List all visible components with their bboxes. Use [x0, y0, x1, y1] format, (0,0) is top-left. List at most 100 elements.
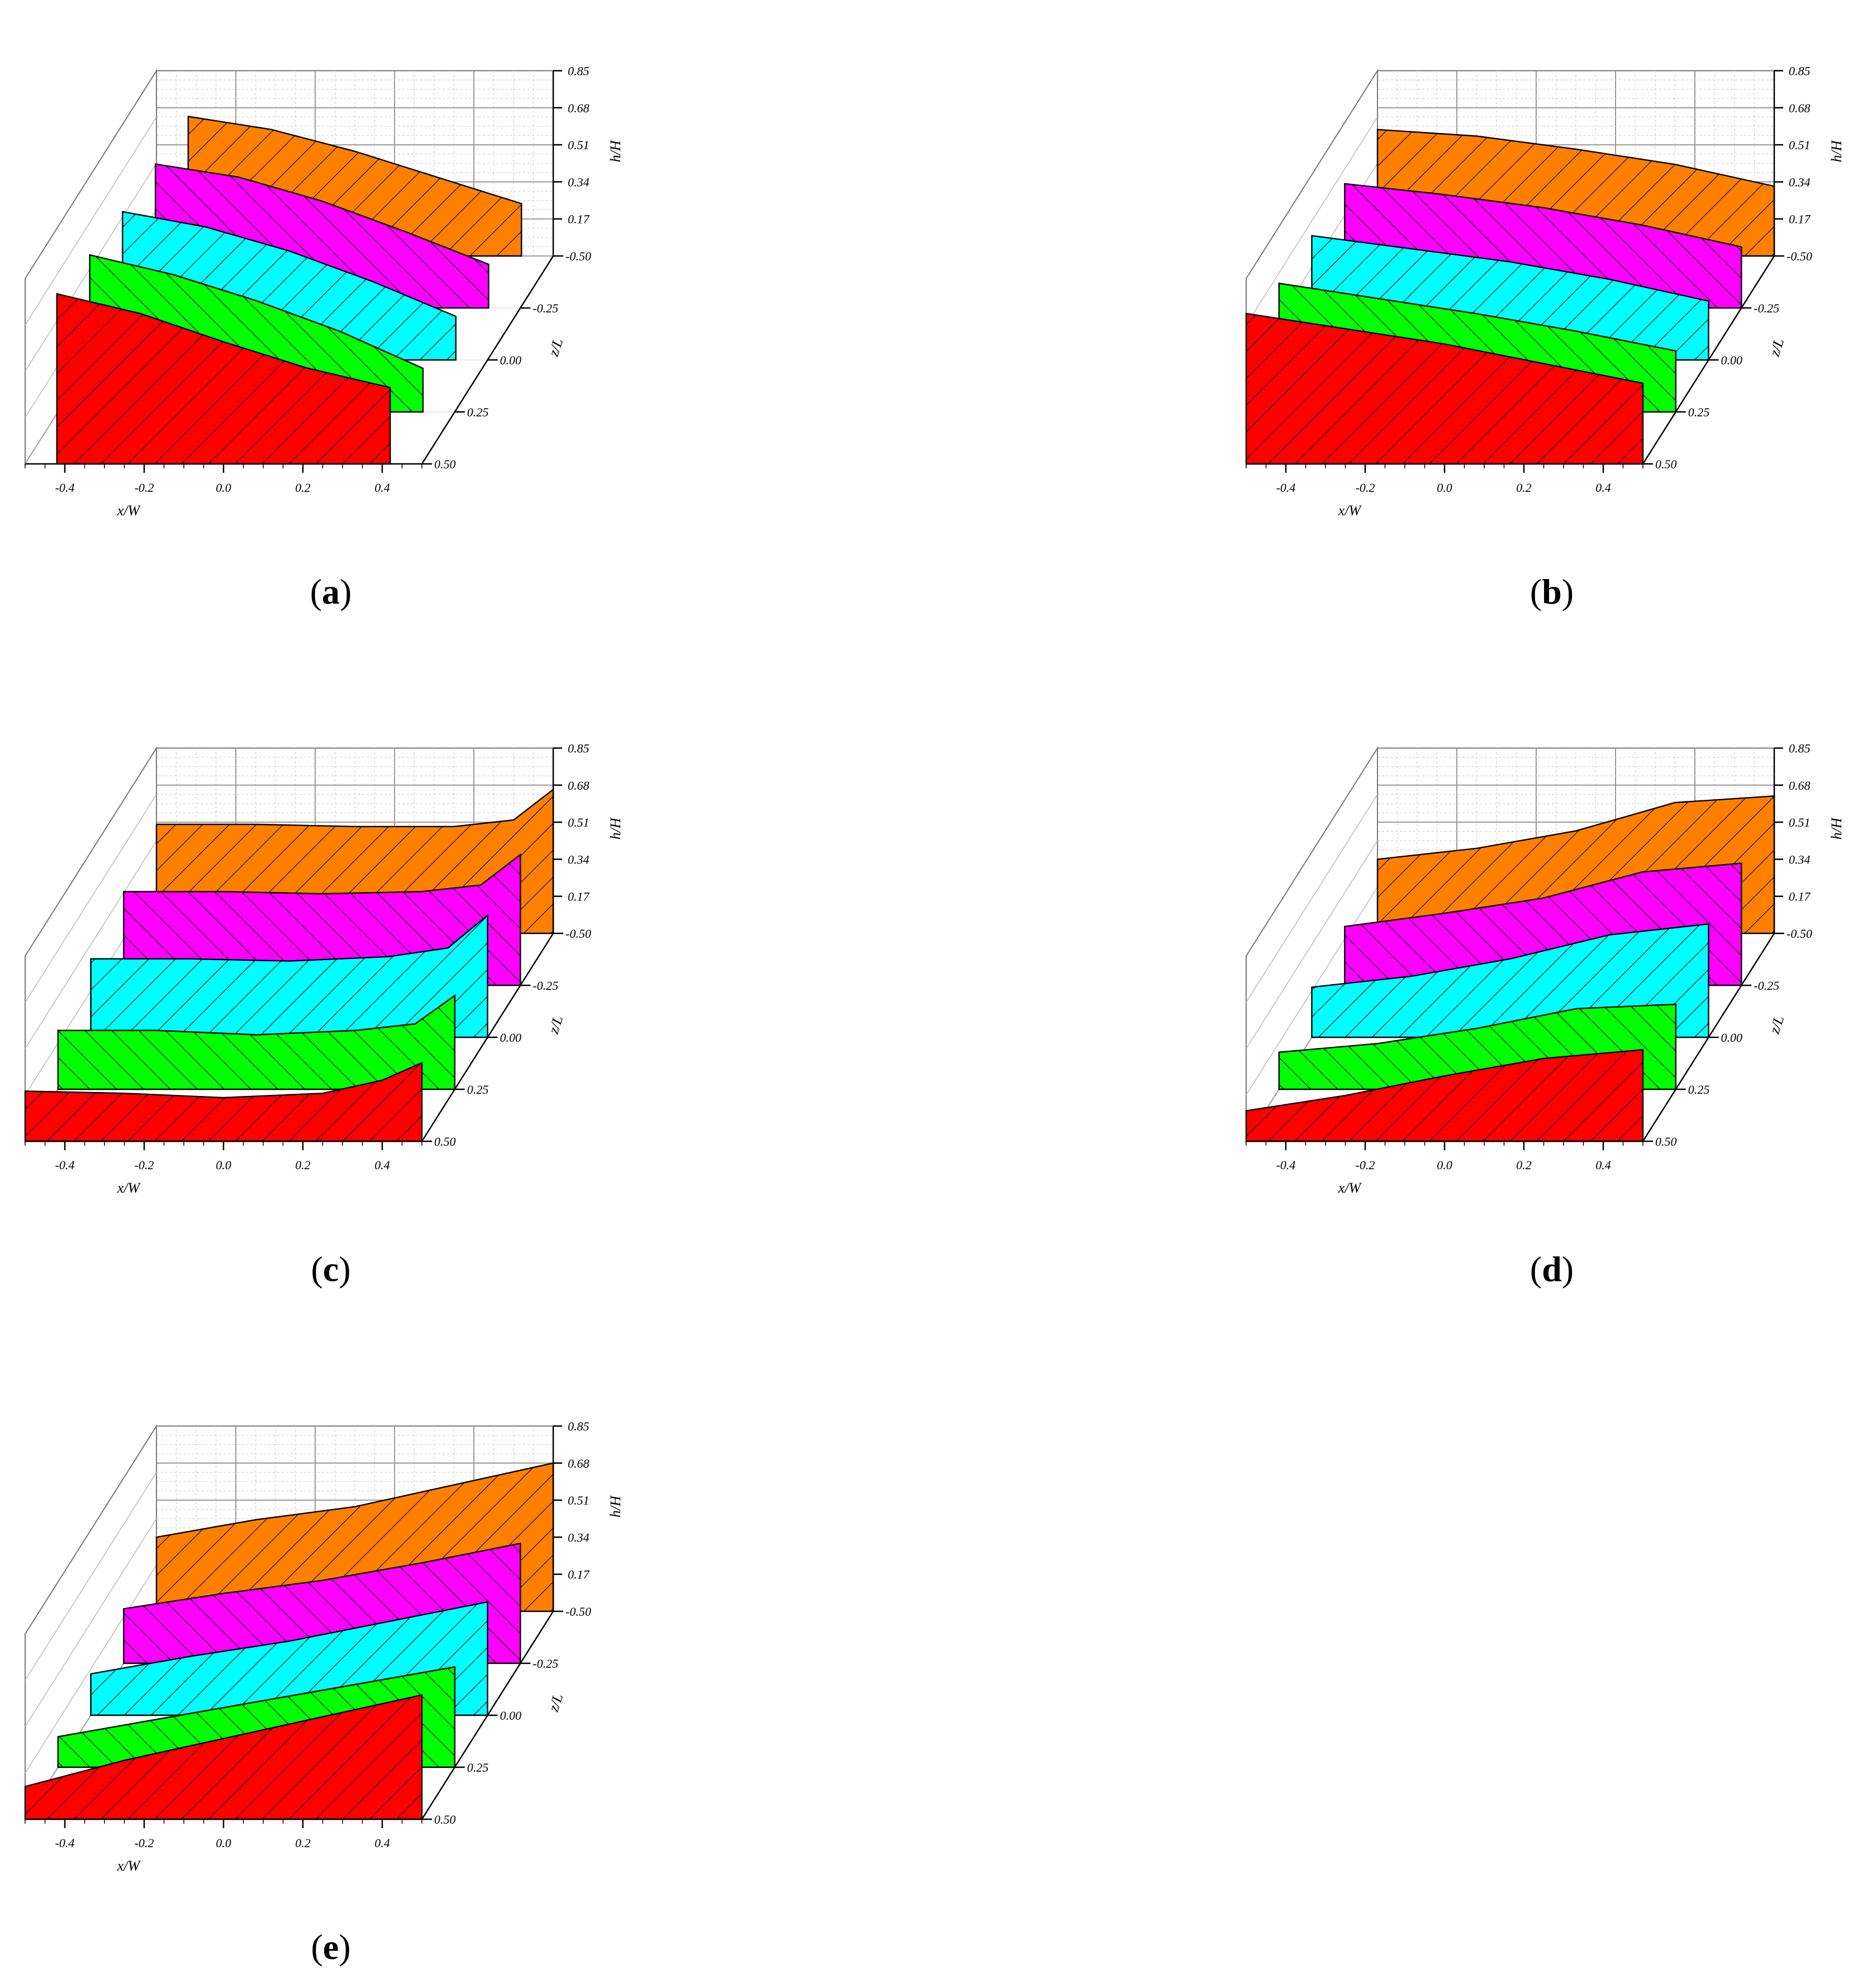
chart-panel-d: -0.4 -0.2 0.0 0.2 0.4 x/W -0.50 -0.25 0.00 0.25 0.… — [1245, 742, 1845, 1289]
z-tick-label: 0.00 — [1721, 353, 1743, 367]
h-axis: 0.17 0.34 0.51 0.68 0.85 h/H — [1773, 742, 1845, 933]
x-tick-label: 0.4 — [374, 1158, 390, 1172]
x-tick-label: 0.0 — [216, 1158, 231, 1172]
z-tick-label: -0.50 — [566, 1605, 591, 1619]
z-axis-title: z/L — [1766, 1014, 1787, 1036]
x-tick-label: 0.4 — [374, 1836, 390, 1850]
x-tick-label: -0.2 — [135, 1158, 154, 1172]
h-tick-label: 0.17 — [568, 1568, 590, 1582]
x-tick-label: -0.2 — [135, 481, 154, 495]
h-axis-title: h/H — [607, 817, 624, 839]
x-axis: -0.4 -0.2 0.0 0.2 0.4 x/W — [1246, 1140, 1643, 1196]
z-tick-label: 0.25 — [1688, 405, 1710, 419]
x-axis: -0.4 -0.2 0.0 0.2 0.4 x/W — [1246, 463, 1643, 519]
z-tick-label: 0.50 — [434, 1135, 456, 1149]
h-axis: 0.17 0.34 0.51 0.68 0.85 h/H — [552, 64, 624, 256]
chart-panel-c: -0.4 -0.2 0.0 0.2 0.4 x/W -0.50 -0.25 0.00 0.25 0.… — [24, 742, 624, 1289]
z-tick-label: 0.50 — [434, 1813, 456, 1826]
h-tick-label: 0.85 — [568, 64, 590, 78]
x-tick-label: 0.2 — [295, 1836, 311, 1850]
x-tick-label: -0.4 — [55, 1158, 75, 1172]
h-tick-label: 0.85 — [1789, 64, 1811, 78]
x-tick-label: -0.4 — [1276, 481, 1296, 495]
z-tick-label: -0.25 — [533, 1657, 558, 1671]
x-axis: -0.4 -0.2 0.0 0.2 0.4 x/W — [25, 1140, 422, 1196]
chart-panel-b: -0.4 -0.2 0.0 0.2 0.4 x/W -0.50 -0.25 0.00 0.25 0.… — [1245, 64, 1845, 611]
h-tick-label: 0.34 — [1789, 852, 1811, 866]
z-tick-label: -0.25 — [1754, 979, 1779, 993]
x-tick-label: 0.4 — [374, 481, 390, 495]
z-tick-label: 0.00 — [1721, 1031, 1743, 1045]
h-tick-label: 0.68 — [1789, 101, 1811, 115]
h-tick-label: 0.51 — [1789, 138, 1811, 152]
panel-label: (c) — [311, 1249, 350, 1289]
z-tick-label: 0.50 — [434, 457, 456, 471]
x-tick-label: 0.2 — [295, 1158, 311, 1172]
h-tick-label: 0.17 — [568, 212, 590, 226]
x-tick-label: -0.4 — [55, 481, 75, 495]
z-tick-label: 0.25 — [467, 405, 489, 419]
x-tick-label: 0.0 — [1437, 1158, 1452, 1172]
z-axis: -0.50 -0.25 0.00 0.25 0.50 z/L — [421, 1605, 591, 1826]
panel-label: (a) — [310, 572, 352, 611]
panel-label: (d) — [1530, 1249, 1574, 1289]
x-tick-label: 0.0 — [216, 1836, 231, 1850]
h-tick-label: 0.68 — [568, 1456, 590, 1470]
x-tick-label: 0.2 — [295, 481, 311, 495]
panel-label: (b) — [1530, 572, 1574, 611]
x-tick-label: -0.2 — [135, 1836, 154, 1850]
z-tick-label: 0.00 — [500, 1031, 522, 1045]
z-tick-label: -0.25 — [533, 301, 558, 315]
h-axis-title: h/H — [1828, 140, 1845, 162]
z-tick-label: 0.00 — [500, 1709, 522, 1723]
h-tick-label: 0.85 — [1789, 742, 1811, 756]
z-axis-title: z/L — [1766, 336, 1787, 359]
z-axis-title: z/L — [545, 1014, 566, 1036]
z-tick-label: 0.25 — [1688, 1083, 1710, 1097]
h-axis-title: h/H — [1828, 817, 1845, 839]
h-tick-label: 0.68 — [568, 779, 590, 793]
z-tick-label: 0.25 — [467, 1761, 489, 1775]
h-tick-label: 0.85 — [568, 742, 590, 756]
panel-label: (e) — [311, 1927, 350, 1967]
h-tick-label: 0.17 — [1789, 212, 1811, 226]
x-tick-label: 0.4 — [1595, 1158, 1611, 1172]
z-tick-label: -0.50 — [1787, 927, 1812, 941]
z-axis-title: z/L — [545, 1692, 566, 1714]
x-tick-label: 0.2 — [1516, 1158, 1532, 1172]
x-axis-title: x/W — [1338, 502, 1362, 519]
x-axis: -0.4 -0.2 0.0 0.2 0.4 x/W — [25, 1818, 422, 1874]
series-ribbons — [24, 788, 554, 1142]
x-axis-title: x/W — [117, 502, 141, 519]
series-ribbons — [1245, 795, 1775, 1142]
series-ribbons — [56, 115, 522, 465]
h-tick-label: 0.51 — [1789, 815, 1811, 829]
h-axis-title: h/H — [607, 140, 624, 162]
z-axis-title: z/L — [545, 336, 566, 359]
x-tick-label: 0.2 — [1516, 481, 1532, 495]
z-tick-label: -0.50 — [1787, 249, 1812, 263]
h-tick-label: 0.34 — [568, 852, 590, 866]
z-tick-label: -0.25 — [1754, 301, 1779, 315]
z-tick-label: -0.50 — [566, 249, 591, 263]
series-ribbons — [24, 1462, 554, 1820]
z-tick-label: 0.50 — [1655, 457, 1677, 471]
z-tick-label: 0.50 — [1655, 1135, 1677, 1149]
h-tick-label: 0.34 — [1789, 175, 1811, 189]
h-tick-label: 0.51 — [568, 815, 590, 829]
x-tick-label: 0.0 — [1437, 481, 1452, 495]
h-axis: 0.17 0.34 0.51 0.68 0.85 h/H — [552, 1420, 624, 1611]
h-tick-label: 0.68 — [568, 101, 590, 115]
z-tick-label: -0.50 — [566, 927, 591, 941]
h-axis: 0.17 0.34 0.51 0.68 0.85 h/H — [552, 742, 624, 933]
h-tick-label: 0.17 — [1789, 890, 1811, 904]
series-ribbons — [1245, 129, 1775, 465]
h-tick-label: 0.34 — [568, 175, 590, 189]
x-tick-label: -0.2 — [1356, 1158, 1375, 1172]
h-tick-label: 0.51 — [568, 138, 590, 152]
z-axis: -0.50 -0.25 0.00 0.25 0.50 z/L — [1642, 249, 1812, 471]
z-axis: -0.50 -0.25 0.00 0.25 0.50 z/L — [421, 927, 591, 1149]
z-tick-label: -0.25 — [533, 979, 558, 993]
x-axis-title: x/W — [117, 1858, 141, 1874]
